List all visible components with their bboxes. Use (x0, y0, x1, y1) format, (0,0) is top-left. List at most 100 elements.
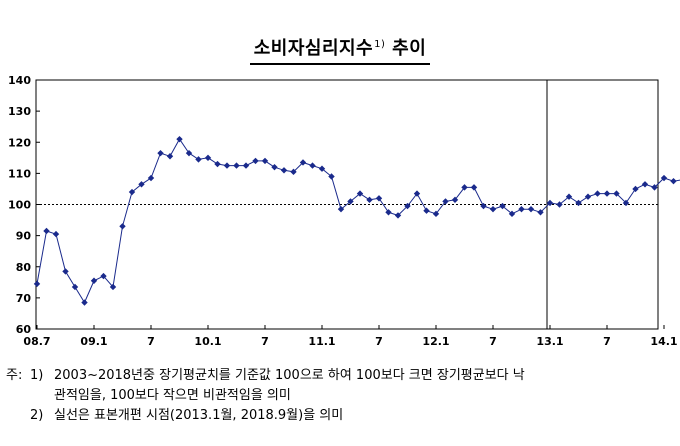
data-point (375, 195, 383, 202)
y-tick-label: 100 (8, 199, 31, 212)
y-tick-label: 60 (16, 323, 32, 336)
data-point (109, 283, 117, 291)
x-tick-label: 7 (375, 335, 383, 348)
data-point (280, 167, 288, 174)
data-point (119, 223, 126, 230)
data-point (347, 198, 354, 205)
data-point (584, 193, 592, 200)
data-point (404, 202, 411, 210)
data-point (670, 177, 677, 185)
y-tick-label: 80 (16, 261, 32, 274)
footnote-2: 2) 실선은 표본개편 시점(2013.1월, 2018.9월)을 의미 (6, 406, 676, 426)
data-point (499, 202, 506, 210)
chart-title-tail: 추이 (392, 38, 427, 59)
x-tick-label: 09.1 (80, 335, 107, 348)
data-point (318, 165, 326, 172)
data-point (442, 198, 449, 205)
x-tick-label: 14.1 (650, 335, 677, 348)
data-point (185, 149, 193, 157)
data-point (632, 185, 639, 193)
data-point (81, 299, 88, 306)
data-point (147, 174, 155, 182)
data-point (309, 162, 316, 169)
data-point (432, 210, 440, 218)
footnote-1-continued: 관적임을, 100보다 작으면 비관적임을 의미 (6, 386, 676, 406)
chart-title: 소비자심리지수1) 추이 (0, 34, 680, 65)
footnote-2-number: 2) (30, 408, 44, 423)
data-point (366, 196, 373, 204)
y-tick-label: 140 (8, 74, 31, 87)
data-point (622, 199, 630, 207)
data-point (575, 199, 582, 207)
data-point (128, 188, 136, 196)
data-point (603, 190, 611, 197)
y-tick-label: 90 (16, 230, 32, 243)
data-point (651, 184, 658, 191)
data-point (594, 190, 601, 197)
data-point (480, 202, 487, 210)
footnotes: 주: 1) 2003~2018년중 장기평균치를 기준값 100으로 하여 10… (6, 366, 676, 426)
x-tick-label: 7 (603, 335, 611, 348)
data-point (62, 268, 69, 275)
data-point (100, 272, 107, 280)
y-tick-label: 120 (8, 136, 31, 149)
structural-break-lines (546, 80, 548, 329)
x-tick-label: 7 (489, 335, 497, 348)
footnote-1: 주: 1) 2003~2018년중 장기평균치를 기준값 100으로 하여 10… (6, 366, 676, 386)
data-point (413, 190, 421, 197)
x-tick-label: 7 (147, 335, 155, 348)
data-point (556, 201, 563, 208)
data-point (299, 159, 307, 166)
data-point (337, 205, 345, 213)
y-tick-label: 70 (16, 292, 32, 305)
data-point (223, 162, 231, 169)
data-point (214, 160, 221, 168)
data-point (451, 196, 459, 204)
data-point (565, 193, 573, 200)
data-point (518, 205, 525, 213)
data-point (394, 212, 402, 219)
data-point (546, 199, 554, 207)
footnote-1-text-continued: 관적임을, 100보다 작으면 비관적임을 의미 (54, 388, 291, 403)
data-point (242, 162, 250, 169)
y-tick-label: 110 (8, 167, 31, 180)
x-tick-label: 10.1 (194, 335, 221, 348)
data-point (33, 280, 41, 288)
data-point (233, 162, 240, 169)
data-point (423, 207, 430, 214)
data-point (385, 209, 392, 216)
x-tick-label: 12.1 (422, 335, 449, 348)
data-point (508, 210, 516, 218)
data-point (252, 157, 259, 165)
footnote-1-number: 1) (30, 368, 44, 383)
x-axis: 08.709.1710.1711.1712.1713.1714.1715.171… (23, 325, 678, 348)
data-point (489, 205, 497, 213)
data-point (52, 230, 60, 238)
data-point (138, 181, 145, 188)
data-point (537, 209, 544, 216)
data-point (660, 174, 668, 182)
data-point (157, 149, 164, 157)
x-tick-label: 13.1 (536, 335, 563, 348)
data-point (641, 181, 649, 188)
data-point (328, 173, 335, 180)
data-point (195, 156, 202, 163)
data-point (71, 283, 79, 291)
data-point (261, 157, 269, 165)
chart-title-footnote-mark: 1) (374, 39, 386, 50)
data-point (461, 184, 468, 191)
data-point (356, 190, 364, 197)
footnote-prefix: 주: (6, 368, 23, 383)
x-tick-label: 08.7 (23, 335, 50, 348)
y-axis: 60 70 80 90 100 110 120 130 140 (8, 74, 40, 336)
series-consumer-sentiment (33, 135, 680, 306)
data-point (470, 184, 478, 191)
data-point (43, 227, 50, 235)
data-point (90, 277, 98, 284)
chart-title-underlined: 소비자심리지수1) 추이 (249, 34, 431, 65)
x-tick-label: 7 (261, 335, 269, 348)
x-tick-label: 11.1 (308, 335, 335, 348)
footnote-1-text: 2003~2018년중 장기평균치를 기준값 100으로 하여 100보다 크면… (54, 368, 525, 383)
y-tick-label: 130 (8, 105, 31, 118)
data-point (271, 163, 278, 171)
